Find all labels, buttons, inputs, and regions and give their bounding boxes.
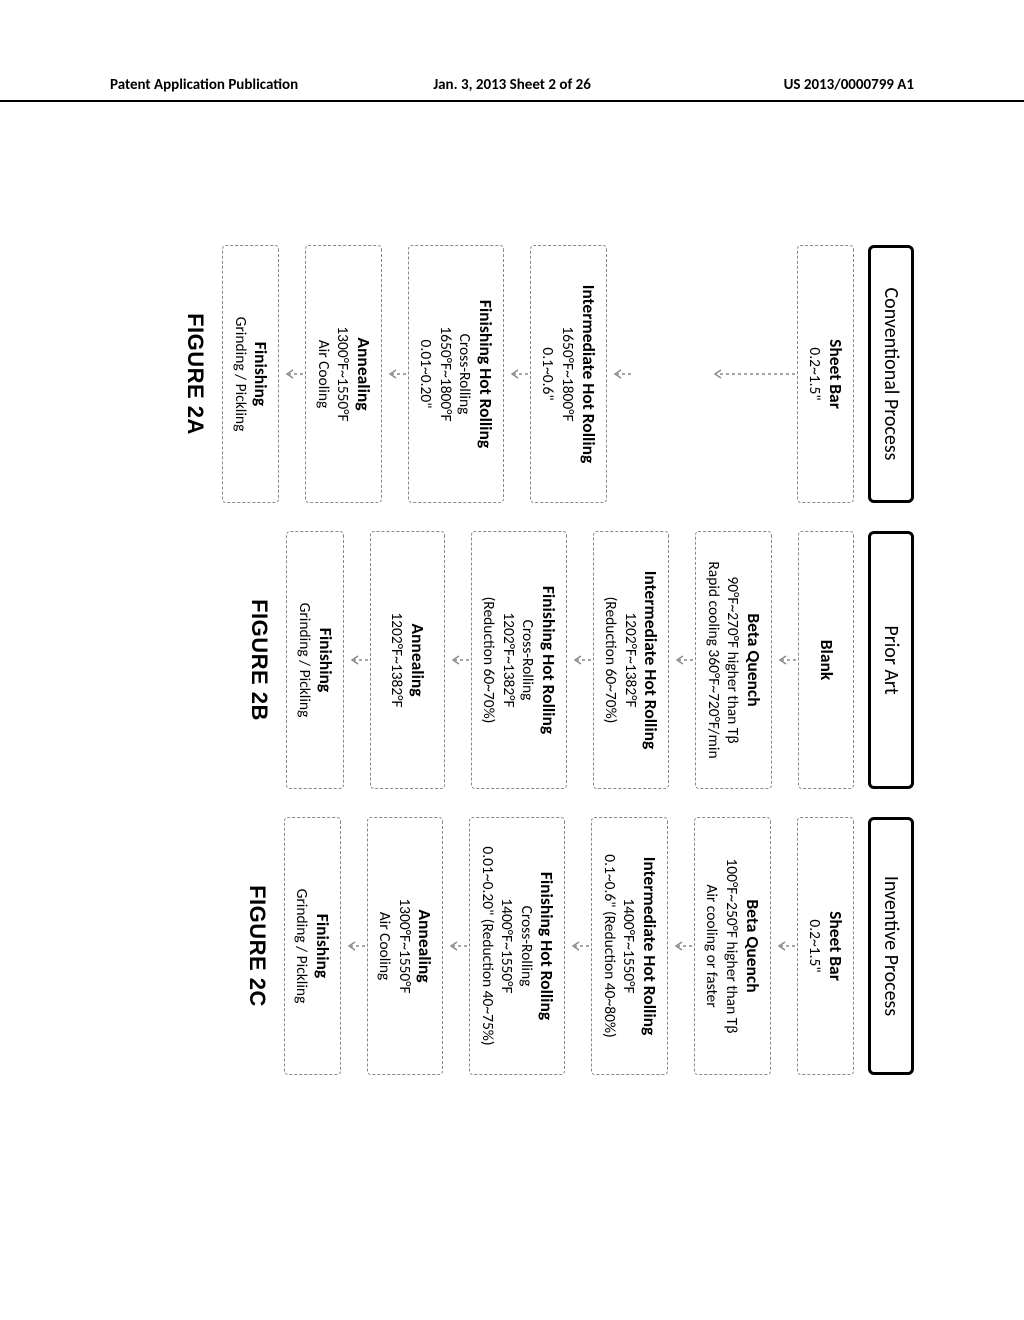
step-detail-line: (Reduction 60~70%)	[479, 540, 498, 780]
step-title: Sheet Bar	[824, 254, 846, 494]
step-detail-line: Cross-Rolling	[455, 254, 474, 494]
step-detail-line: 0.1~0.6"	[538, 254, 557, 494]
process-step-box: Annealing 1300°F~1550°FAir Cooling	[306, 245, 383, 503]
step-detail-line: 1650°F~1800°F	[436, 254, 455, 494]
page-header: Patent Application Publication Jan. 3, 2…	[0, 76, 1024, 102]
flow-arrow-icon	[567, 653, 593, 667]
flow-arrow-icon	[607, 367, 633, 381]
process-column: Prior Art Blank Beta Quench 90°F~270°F h…	[182, 531, 914, 789]
process-step-box: Annealing 1202°F~1382°F	[370, 531, 445, 789]
process-step-box: Annealing 1300°F~1550°FAir Cooling	[367, 817, 444, 1075]
flow-arrow-icon	[771, 939, 797, 953]
process-step-box: Sheet Bar 0.2~1.5"	[797, 245, 854, 503]
step-title: Finishing Hot Rolling	[474, 254, 496, 494]
rotated-content: Conventional Process Sheet Bar 0.2~1.5" …	[110, 245, 914, 1075]
step-detail-line: 1202°F~1382°F	[498, 540, 517, 780]
step-title: Intermediate Hot Rolling	[640, 540, 662, 780]
process-step-box: Intermediate Hot Rolling 1400°F~1550°F0.…	[592, 817, 669, 1075]
step-title: Beta Quench	[742, 540, 764, 780]
flow-arrow-icon	[772, 653, 798, 667]
process-step-box: Finishing Grinding / Pickling	[284, 817, 341, 1075]
step-title: Beta Quench	[741, 826, 763, 1066]
step-detail-line: Cross-Rolling	[518, 540, 537, 780]
step-detail-line: Air Cooling	[314, 254, 333, 494]
process-step-box: Beta Quench 100°F~250°F higher than TβAi…	[694, 817, 771, 1075]
process-step-box: Blank	[798, 531, 854, 789]
header-left: Patent Application Publication	[110, 76, 378, 94]
step-title: Sheet Bar	[824, 826, 846, 1066]
flow-arrow-icon	[566, 939, 592, 953]
process-step-box: Finishing Hot Rolling Cross-Rolling1400°…	[470, 817, 566, 1075]
step-title: Blank	[815, 540, 837, 780]
flow-arrow-icon	[670, 653, 696, 667]
header-right: US 2013/0000799 A1	[646, 76, 914, 94]
process-step-box: Sheet Bar 0.2~1.5"	[797, 817, 854, 1075]
step-detail-line: Grinding / Pickling	[292, 826, 311, 1066]
step-title: Finishing Hot Rolling	[537, 540, 559, 780]
step-detail-line: Cross-Rolling	[516, 826, 535, 1066]
flow-arrow-icon	[280, 367, 306, 381]
figure-area: Conventional Process Sheet Bar 0.2~1.5" …	[110, 245, 914, 1075]
step-detail-line: 1400°F~1550°F	[497, 826, 516, 1066]
header-center: Jan. 3, 2013 Sheet 2 of 26	[378, 76, 646, 94]
step-detail-line: Air Cooling	[375, 826, 394, 1066]
step-detail-line: 1202°F~1382°F	[387, 540, 406, 780]
step-detail-line: 90°F~270°F higher than Tβ	[723, 540, 742, 780]
process-step-box: Intermediate Hot Rolling 1202°F~1382°F(R…	[593, 531, 670, 789]
process-step-box: Intermediate Hot Rolling 1650°F~1800°F0.…	[530, 245, 607, 503]
process-column: Conventional Process Sheet Bar 0.2~1.5" …	[182, 245, 914, 503]
step-title: Annealing	[414, 826, 436, 1066]
step-title: Annealing	[406, 540, 428, 780]
step-title: Annealing	[352, 254, 374, 494]
column-title-box: Conventional Process	[868, 245, 914, 503]
process-step-box: Finishing Hot Rolling Cross-Rolling1650°…	[408, 245, 504, 503]
step-detail-line: Rapid cooling 360°F~720°F/min	[704, 540, 723, 780]
flow-arrow-icon	[382, 367, 408, 381]
step-detail-line: 0.01~0.20"	[416, 254, 435, 494]
process-step-box: Finishing Grinding / Pickling	[286, 531, 343, 789]
step-detail-line: 0.01~0.20" (Reduction 40~75%)	[478, 826, 497, 1066]
empty-step-placeholder	[633, 245, 705, 503]
flow-arrow-icon	[504, 367, 530, 381]
step-title: Finishing Hot Rolling	[536, 826, 558, 1066]
step-detail-line: (Reduction 60~70%)	[601, 540, 620, 780]
process-step-box: Beta Quench 90°F~270°F higher than TβRap…	[696, 531, 773, 789]
flow-arrow-icon	[344, 653, 370, 667]
step-detail-line: 100°F~250°F higher than Tβ	[722, 826, 741, 1066]
step-detail-line: 0.1~0.6" (Reduction 40~80%)	[600, 826, 619, 1066]
step-detail-line: 1202°F~1382°F	[620, 540, 639, 780]
process-step-box: Finishing Hot Rolling Cross-Rolling1202°…	[471, 531, 567, 789]
step-detail-line: 0.2~1.5"	[805, 254, 824, 494]
step-detail-line: Grinding / Pickling	[294, 540, 313, 780]
flow-arrow-icon	[341, 939, 367, 953]
step-title: Intermediate Hot Rolling	[638, 826, 660, 1066]
step-detail-line: Air cooling or faster	[702, 826, 721, 1066]
flow-arrow-icon	[444, 939, 470, 953]
step-title: Finishing	[250, 254, 272, 494]
flow-arrow-icon	[705, 367, 797, 381]
figure-label: FIGURE 2B	[246, 599, 272, 721]
figure-label: FIGURE 2C	[244, 885, 270, 1007]
step-detail-line: Grinding / Pickling	[230, 254, 249, 494]
column-title-box: Inventive Process	[868, 817, 914, 1075]
flow-arrow-icon	[445, 653, 471, 667]
step-detail-line: 1300°F~1550°F	[394, 826, 413, 1066]
flow-arrow-icon	[668, 939, 694, 953]
process-step-box: Finishing Grinding / Pickling	[222, 245, 279, 503]
column-title-box: Prior Art	[868, 531, 914, 789]
step-title: Intermediate Hot Rolling	[577, 254, 599, 494]
process-columns: Conventional Process Sheet Bar 0.2~1.5" …	[182, 245, 914, 1075]
process-column: Inventive Process Sheet Bar 0.2~1.5" Bet…	[182, 817, 914, 1075]
step-title: Finishing	[314, 540, 336, 780]
figure-label: FIGURE 2A	[182, 313, 208, 435]
step-detail-line: 1300°F~1550°F	[333, 254, 352, 494]
step-detail-line: 1400°F~1550°F	[619, 826, 638, 1066]
step-detail-line: 1650°F~1800°F	[558, 254, 577, 494]
step-detail-line: 0.2~1.5"	[805, 826, 824, 1066]
step-title: Finishing	[311, 826, 333, 1066]
